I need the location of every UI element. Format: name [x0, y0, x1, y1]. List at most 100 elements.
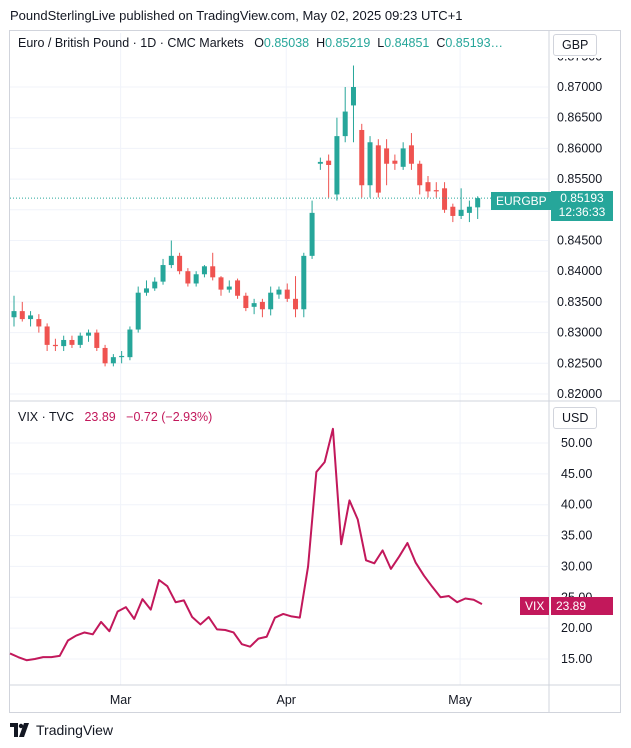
candle-body	[152, 281, 158, 289]
candle-body	[168, 255, 174, 266]
vix-tick-label: 45.00	[561, 467, 592, 481]
axes: Mar Apr May 0.82000 0.82500 0.83000 0.83500 0.8…	[9, 30, 621, 713]
price-gridlines	[10, 33, 548, 401]
candle-body	[218, 277, 224, 290]
candle-body	[417, 163, 423, 186]
x-tick-label: Apr	[277, 693, 296, 707]
vix-tick-label: 40.00	[561, 498, 592, 512]
candle-body	[251, 303, 257, 307]
candle-body	[400, 148, 406, 167]
price-tick-label: 0.82500	[557, 356, 602, 370]
price-tick-label: 0.87000	[557, 80, 602, 94]
vix-tick-label: 50.00	[561, 436, 592, 450]
candle-body	[11, 311, 17, 318]
candle-body	[110, 357, 116, 364]
candle-body	[408, 145, 414, 164]
candle-body	[210, 266, 216, 278]
candle-body	[442, 188, 448, 210]
high-label: H	[316, 36, 326, 50]
candle-body	[119, 355, 125, 358]
vix-tick-label: 15.00	[561, 652, 592, 666]
price-tick-label: 0.83000	[557, 326, 602, 340]
price-tick-label: 0.84000	[557, 264, 602, 278]
price-tick-label: 0.85500	[557, 172, 602, 186]
candle-body	[293, 298, 299, 310]
vix-tick-label: 30.00	[561, 559, 592, 573]
vix-symbol-tag: VIX	[520, 597, 550, 615]
currency-selector-usd[interactable]: USD	[553, 407, 598, 429]
candle-body	[19, 311, 25, 320]
candle-body	[326, 160, 332, 165]
candle-body	[36, 319, 42, 327]
candle-body	[135, 292, 141, 330]
vix-gridlines	[10, 401, 548, 685]
candle-body	[77, 335, 83, 345]
currency-selector-gbp[interactable]: GBP	[553, 34, 598, 56]
symbol-title: Euro / British Pound · 1D · CMC Markets	[18, 36, 244, 50]
vix-title: VIX · TVC	[18, 410, 75, 424]
last-price-tag: 0.85193 12:36:33	[551, 191, 613, 221]
x-tick-label: Mar	[110, 693, 132, 707]
candle-body	[268, 292, 274, 310]
candle-body	[466, 206, 472, 213]
open-label: O	[254, 36, 264, 50]
candle-body	[367, 142, 373, 186]
candle-body	[28, 315, 34, 320]
vix-value-tag: 23.89	[551, 597, 613, 615]
candle-body	[193, 274, 199, 284]
candle-body	[384, 148, 390, 164]
bar-countdown: 12:36:33	[558, 205, 606, 219]
low-label: L	[377, 36, 385, 50]
candle-body	[458, 209, 464, 216]
x-tick-label: May	[448, 693, 472, 707]
low-value: 0.84851	[384, 36, 430, 50]
candle-body	[177, 255, 183, 272]
candlestick-series	[10, 65, 548, 367]
price-tick-label: 0.87500	[557, 49, 602, 63]
candle-body	[94, 332, 100, 348]
price-tick-label: 0.83500	[557, 295, 602, 309]
candle-body	[284, 289, 290, 299]
vix-tick-label: 20.00	[561, 621, 592, 635]
candle-body	[61, 339, 67, 347]
candle-body	[185, 271, 191, 284]
candle-body	[334, 136, 340, 195]
vix-last: 23.89	[84, 410, 116, 424]
symbol-price-tag: EURGBP	[491, 192, 552, 210]
price-tick-label: 0.82000	[557, 387, 602, 401]
vix-change: −0.72 (−2.93%)	[126, 410, 213, 424]
vix-series	[9, 427, 483, 662]
close-label: C	[436, 36, 446, 50]
tradingview-logo-icon	[10, 723, 29, 737]
candle-body	[276, 289, 282, 295]
candle-body	[143, 288, 149, 293]
open-value: 0.85038	[263, 36, 310, 50]
candle-body	[350, 87, 356, 106]
high-value: 0.85219	[325, 36, 371, 50]
candle-body	[392, 160, 398, 164]
candle-body	[235, 280, 241, 296]
vix-legend[interactable]: VIX · TVC 23.89 −0.72 (−2.93%)	[18, 410, 212, 424]
candle-body	[259, 301, 265, 310]
candle-body	[309, 212, 315, 256]
candle-body	[301, 255, 307, 310]
candle-body	[127, 329, 133, 358]
candle-body	[69, 339, 75, 345]
candle-body	[425, 182, 431, 192]
candle-body	[52, 344, 58, 347]
candle-body	[44, 326, 50, 345]
candle-body	[102, 347, 108, 364]
publish-attribution: PoundSterlingLive published on TradingVi…	[10, 8, 463, 23]
candle-body	[475, 198, 481, 208]
tradingview-footer[interactable]: TradingView	[10, 722, 113, 738]
candle-body	[342, 111, 348, 137]
chart-frame	[9, 30, 621, 713]
candle-body	[433, 190, 439, 192]
symbol-legend[interactable]: Euro / British Pound · 1D · CMC Markets …	[18, 36, 503, 50]
candle-body	[243, 295, 249, 309]
vix-line	[9, 427, 483, 662]
candle-body	[226, 286, 232, 290]
vix-tick-label: 35.00	[561, 529, 592, 543]
candle-body	[359, 129, 365, 186]
